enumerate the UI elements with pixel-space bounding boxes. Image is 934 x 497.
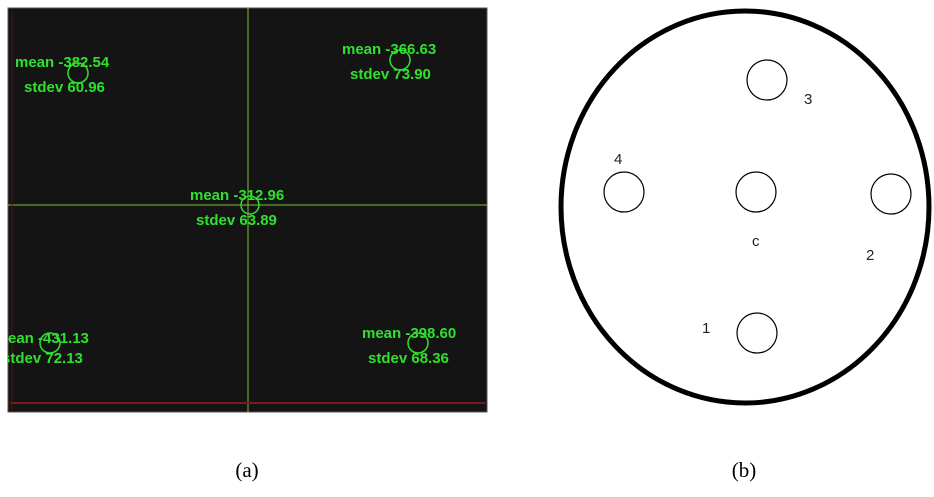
roi-stdev: stdev 60.96 <box>24 79 105 96</box>
roi-stdev: stdev 73.90 <box>350 66 431 83</box>
roi-mean: ean -431.13 <box>8 330 89 347</box>
figure: mean -382.54 stdev 60.96 mean -366.63 st… <box>0 0 934 497</box>
insert-label: 2 <box>866 247 874 264</box>
insert-circle <box>736 172 776 212</box>
insert-label: 1 <box>702 320 710 337</box>
caption: (a) <box>235 458 258 482</box>
caption: (b) <box>732 458 757 482</box>
insert-circle <box>737 313 777 353</box>
panel-b: 3 4 c 2 1 (b) <box>561 11 929 482</box>
phantom-outline <box>561 11 929 403</box>
roi-stdev: stdev 63.89 <box>196 212 277 229</box>
roi-mean: mean -366.63 <box>342 41 436 58</box>
roi-stdev: stdev 72.13 <box>2 350 83 367</box>
roi-mean: mean -312.96 <box>190 187 284 204</box>
insert-label: 3 <box>804 91 812 108</box>
insert-circle <box>871 174 911 214</box>
roi-mean: mean -382.54 <box>15 54 110 71</box>
insert-label: c <box>752 233 760 250</box>
panel-a: mean -382.54 stdev 60.96 mean -366.63 st… <box>2 8 487 482</box>
insert-label: 4 <box>614 151 622 168</box>
roi-mean: mean -398.60 <box>362 325 456 342</box>
insert-circle <box>747 60 787 100</box>
insert-circle <box>604 172 644 212</box>
roi-stdev: stdev 68.36 <box>368 350 449 367</box>
